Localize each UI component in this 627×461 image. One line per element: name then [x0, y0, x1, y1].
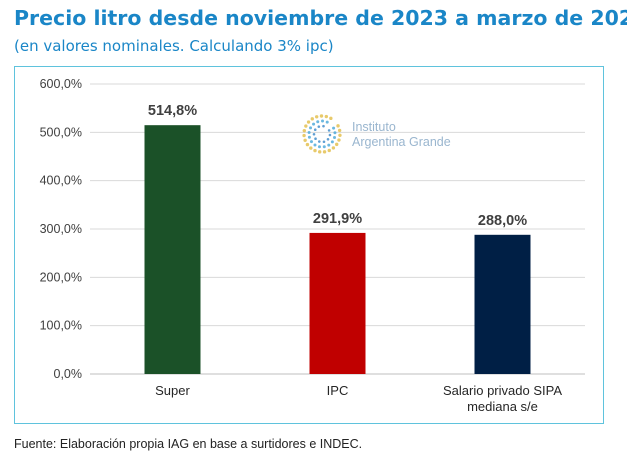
logo-dot [324, 114, 329, 119]
x-category-label: mediana s/e [467, 399, 538, 414]
bar [474, 234, 531, 374]
logo-dot [317, 125, 321, 128]
logo-dot [322, 145, 326, 149]
logo-dot [327, 143, 331, 147]
y-tick-label: 500,0% [40, 125, 82, 139]
data-label: 291,9% [313, 211, 362, 227]
y-tick-label: 100,0% [40, 319, 82, 333]
data-label: 288,0% [478, 213, 527, 229]
logo-dot [316, 120, 320, 124]
logo-dot [333, 136, 337, 140]
logo-dot [330, 140, 334, 144]
page-subtitle: (en valores nominales. Calculando 3% ipc… [14, 37, 334, 55]
y-tick-label: 300,0% [40, 222, 82, 236]
logo-dot [337, 128, 342, 133]
logo-dot [314, 115, 319, 119]
logo-dot [317, 145, 321, 149]
logo-dot [329, 116, 333, 121]
logo-dot [325, 120, 329, 124]
logo-dot [309, 146, 313, 150]
chart-frame [14, 66, 604, 424]
logo-dots-icon [302, 114, 342, 154]
logo-dot [302, 128, 307, 133]
page-title: Precio litro desde noviembre de 2023 a m… [14, 6, 627, 30]
logo-dot [335, 142, 339, 147]
logo-dot [327, 129, 331, 132]
logo-dot [328, 133, 332, 137]
bar [309, 232, 366, 374]
y-tick-label: 0,0% [54, 367, 83, 381]
x-category-label: IPC [327, 383, 349, 398]
logo-dot [321, 119, 325, 123]
logo-dot [309, 140, 313, 144]
y-tick-label: 600,0% [40, 77, 82, 91]
logo-dot [332, 126, 336, 130]
logo-dot [338, 133, 342, 137]
logo-line2: Argentina Grande [352, 135, 451, 149]
logo-dot [333, 131, 337, 135]
y-tick-label: 200,0% [40, 270, 82, 284]
logo-dot [317, 140, 321, 143]
x-category-label: Super [155, 383, 190, 398]
source-note: Fuente: Elaboración propia IAG en base a… [14, 437, 363, 451]
logo-dot [322, 150, 327, 154]
logo-dot [312, 122, 316, 126]
logo-dot [331, 146, 336, 150]
logo-dot [313, 148, 317, 153]
logo-dot [317, 150, 322, 154]
logo-dot [314, 137, 317, 141]
y-tick-label: 400,0% [40, 174, 82, 188]
logo-dot [322, 124, 325, 128]
logo: Instituto Argentina Grande [302, 114, 451, 154]
logo-dot [337, 138, 341, 142]
logo-dot [305, 142, 310, 147]
logo-dot [327, 148, 331, 153]
logo-dot [319, 114, 324, 118]
logo-dot [304, 124, 308, 128]
logo-dot [307, 135, 311, 139]
logo-dot [312, 132, 316, 136]
logo-dot [306, 120, 311, 124]
logo-dot [322, 140, 326, 144]
logo-dot [302, 133, 306, 138]
x-category-label: Salario privado SIPA [443, 383, 562, 398]
logo-dot [313, 128, 317, 132]
logo-dot [326, 137, 330, 141]
logo-dot [309, 126, 313, 130]
logo-dot [303, 138, 307, 142]
logo-dot [313, 143, 317, 147]
bar [144, 125, 201, 375]
data-label: 514,8% [148, 103, 197, 119]
logo-dot [336, 124, 340, 128]
logo-dot [310, 117, 314, 121]
logo-line1: Instituto [352, 120, 396, 134]
logo-dot [307, 130, 311, 134]
